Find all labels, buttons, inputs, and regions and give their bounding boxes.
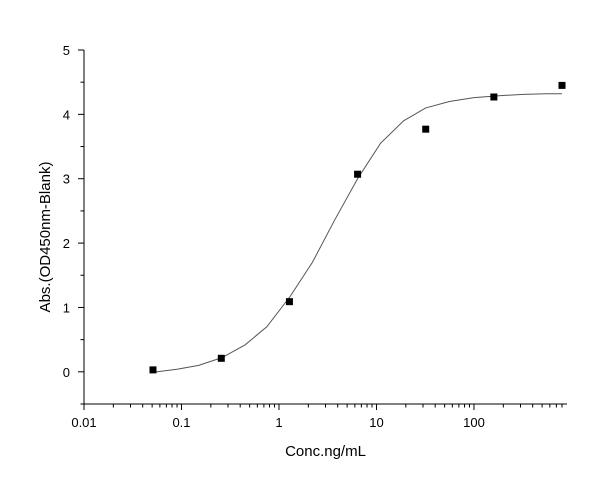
data-point (422, 125, 430, 133)
tick-labels: 0.01 0.1 1 10 100 0 1 2 3 4 5 (63, 43, 485, 430)
y-axis-title: Abs.(OD450nm-Blank) (37, 162, 54, 313)
x-tick-label: 0.1 (172, 415, 190, 430)
data-point (217, 354, 225, 362)
x-tick-label: 100 (463, 415, 485, 430)
x-tick-label: 10 (369, 415, 383, 430)
data-point (149, 366, 157, 374)
y-tick-label: 0 (63, 365, 70, 380)
y-tick-label: 2 (63, 236, 70, 251)
y-tick-label: 3 (63, 172, 70, 187)
data-points (149, 81, 566, 374)
tick-marks (78, 49, 563, 410)
x-tick-label: 1 (275, 415, 282, 430)
fit-curve-line (156, 93, 563, 373)
y-tick-label: 1 (63, 300, 70, 315)
data-point (490, 93, 498, 101)
axes (83, 50, 567, 405)
x-tick-label: 0.01 (71, 415, 96, 430)
y-tick-label: 5 (63, 43, 70, 58)
y-tick-label: 4 (63, 107, 70, 122)
x-axis-title: Conc.ng/mL (285, 443, 366, 460)
data-point (354, 170, 362, 178)
data-point (285, 298, 293, 306)
data-point (558, 81, 566, 89)
